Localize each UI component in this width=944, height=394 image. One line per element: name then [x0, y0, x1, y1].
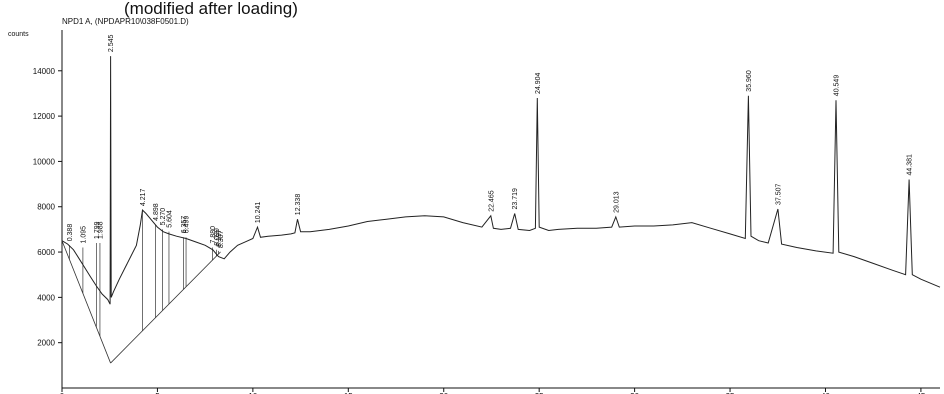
- peak-label: 0.388: [67, 224, 74, 242]
- x-tick-label: 20: [439, 392, 448, 394]
- peak-label: 5.270: [160, 208, 167, 226]
- peak-label: 4.898: [153, 203, 160, 221]
- peak-label: 40.549: [834, 75, 841, 97]
- baseline-left: [61, 240, 111, 364]
- peak-label: 23.719: [512, 188, 519, 210]
- x-tick-label: 5: [155, 392, 160, 394]
- peak-label: 10.241: [255, 202, 262, 224]
- peak-label: 7.880: [210, 226, 217, 244]
- x-tick-label: 0: [60, 392, 65, 394]
- y-axis-unit-label: counts: [8, 31, 29, 38]
- peak-label: 22.465: [488, 190, 495, 212]
- baseline-right: [110, 251, 221, 364]
- peak-label: 6.357: [181, 216, 188, 234]
- peak-label: 8.197: [216, 229, 223, 247]
- detector-label: NPD1 A, (NPDAPR10\038F0501.D): [62, 17, 189, 26]
- peak-label: 12.338: [295, 194, 302, 216]
- x-tick-label: 25: [535, 392, 544, 394]
- peak-label: 6.499: [184, 216, 191, 234]
- y-tick-label: 6000: [37, 248, 55, 257]
- peak-label: 8.090: [214, 228, 221, 246]
- peak-label: 44.381: [907, 154, 914, 176]
- chart-title: (modified after loading): [124, 0, 298, 18]
- axes: 2000 4000 6000 8000 10000 12000 14000 0 5 10 15 20 2…: [33, 30, 940, 394]
- peak-label: 24.904: [535, 72, 542, 94]
- signal-trace: [61, 56, 941, 305]
- peak-label: 37.507: [775, 183, 782, 205]
- peak-label: 4.217: [140, 188, 147, 206]
- peak-label: 29.013: [613, 191, 620, 213]
- peak-label: 1.799: [94, 221, 101, 239]
- peak-label: 1.095: [80, 226, 87, 244]
- peak-label: 2.545: [108, 34, 115, 52]
- peak-label: 8.307: [218, 230, 225, 248]
- y-tick-label: 8000: [37, 203, 55, 212]
- y-tick-label: 12000: [33, 112, 56, 121]
- y-tick-label: 14000: [33, 67, 56, 76]
- signal-line: [61, 56, 941, 305]
- y-tick-label: 4000: [37, 293, 55, 302]
- y-tick-label: 10000: [33, 157, 56, 166]
- peak-label: 5.604: [167, 210, 174, 228]
- x-tick-label: 30: [630, 392, 639, 394]
- x-tick-label: 40: [821, 392, 830, 394]
- x-tick-label: 45: [916, 392, 925, 394]
- peak-label: 35.960: [746, 70, 753, 92]
- integration-baselines: [61, 210, 221, 364]
- peak-label: 1.988: [97, 221, 104, 239]
- x-tick-label: 35: [726, 392, 735, 394]
- x-tick-label: 10: [248, 392, 257, 394]
- y-tick-label: 2000: [37, 339, 55, 348]
- x-tick-label: 15: [344, 392, 353, 394]
